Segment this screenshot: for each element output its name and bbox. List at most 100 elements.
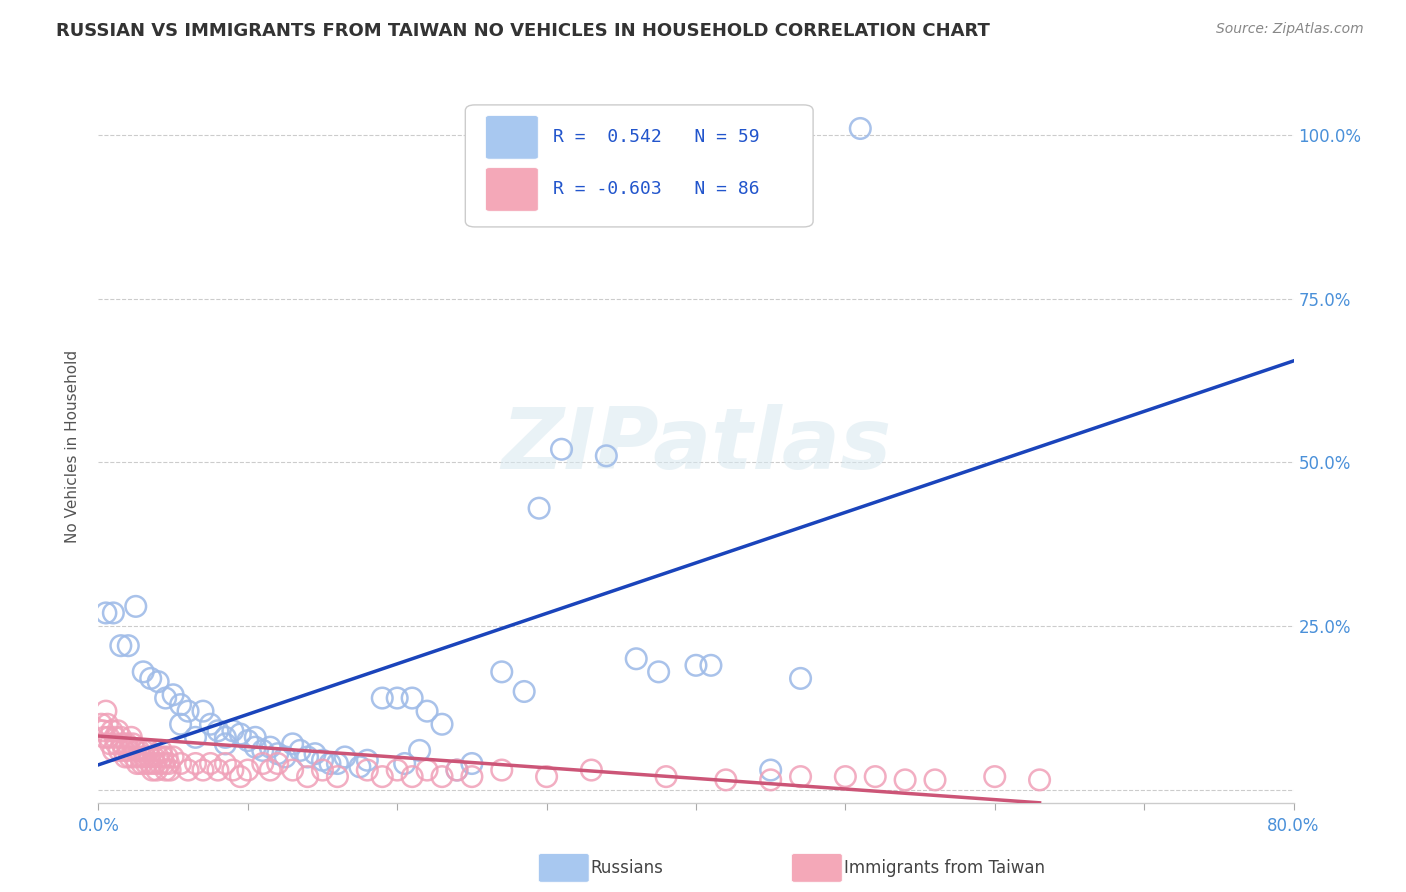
Point [117, 639, 139, 653]
Point [90, 717, 112, 731]
Point [136, 743, 159, 757]
Point [319, 756, 342, 771]
Point [401, 691, 423, 706]
Point [401, 770, 423, 784]
Point [245, 740, 267, 755]
Point [461, 770, 484, 784]
FancyBboxPatch shape [485, 116, 538, 159]
Point [115, 737, 138, 751]
Point [132, 665, 155, 679]
Point [200, 756, 222, 771]
Y-axis label: No Vehicles in Household: No Vehicles in Household [65, 350, 80, 542]
Point [430, 717, 453, 731]
Point [96, 717, 118, 731]
Point [236, 763, 259, 777]
Point [581, 763, 603, 777]
Point [121, 737, 143, 751]
Point [110, 639, 132, 653]
Point [491, 763, 513, 777]
Point [207, 763, 229, 777]
Point [259, 763, 281, 777]
Point [141, 763, 163, 777]
Text: Immigrants from Taiwan: Immigrants from Taiwan [844, 859, 1045, 877]
Point [162, 688, 184, 702]
Point [281, 763, 304, 777]
Point [138, 750, 160, 764]
Point [229, 727, 252, 741]
Point [655, 770, 678, 784]
Point [103, 743, 125, 757]
Point [267, 756, 290, 771]
Point [385, 763, 409, 777]
Point [94, 606, 117, 620]
Point [153, 756, 176, 771]
Point [107, 723, 129, 738]
Point [162, 750, 184, 764]
Point [513, 684, 536, 698]
Point [200, 717, 222, 731]
Point [714, 772, 737, 787]
Point [865, 770, 887, 784]
Point [700, 658, 723, 673]
Point [128, 743, 150, 757]
Point [416, 763, 439, 777]
Point [214, 756, 236, 771]
Point [385, 691, 409, 706]
Text: ZIPatlas: ZIPatlas [501, 404, 891, 488]
Point [849, 121, 872, 136]
Point [112, 743, 135, 757]
Point [148, 674, 170, 689]
Point [333, 750, 356, 764]
Point [311, 763, 333, 777]
Point [148, 750, 170, 764]
Point [371, 691, 394, 706]
Point [145, 763, 167, 777]
Point [152, 750, 174, 764]
Point [125, 743, 148, 757]
Point [461, 756, 484, 771]
Point [222, 723, 245, 738]
Point [105, 737, 128, 751]
Point [191, 763, 214, 777]
Point [984, 770, 1007, 784]
Point [446, 763, 468, 777]
Point [259, 740, 281, 755]
Point [184, 756, 207, 771]
Point [759, 772, 782, 787]
Point [356, 763, 378, 777]
Point [110, 731, 132, 745]
Point [924, 772, 946, 787]
Point [595, 449, 617, 463]
Point [527, 501, 550, 516]
Point [267, 747, 290, 761]
Point [297, 770, 319, 784]
Point [252, 743, 274, 757]
Point [117, 743, 139, 757]
Point [124, 750, 146, 764]
Point [214, 737, 236, 751]
Point [894, 772, 917, 787]
Point [139, 672, 162, 686]
Point [408, 743, 430, 757]
Point [759, 763, 782, 777]
Point [150, 743, 173, 757]
Point [93, 731, 115, 745]
Point [120, 731, 142, 745]
Point [127, 756, 149, 771]
Point [311, 753, 333, 767]
Point [356, 753, 378, 767]
Point [134, 750, 156, 764]
Point [139, 756, 162, 771]
Point [550, 442, 572, 457]
Point [94, 704, 117, 718]
Point [191, 704, 214, 718]
Point [430, 770, 453, 784]
Point [394, 756, 416, 771]
Point [129, 750, 152, 764]
Point [157, 756, 180, 771]
Point [326, 770, 349, 784]
Point [135, 756, 157, 771]
Point [143, 756, 166, 771]
Point [207, 723, 229, 738]
Point [446, 763, 468, 777]
